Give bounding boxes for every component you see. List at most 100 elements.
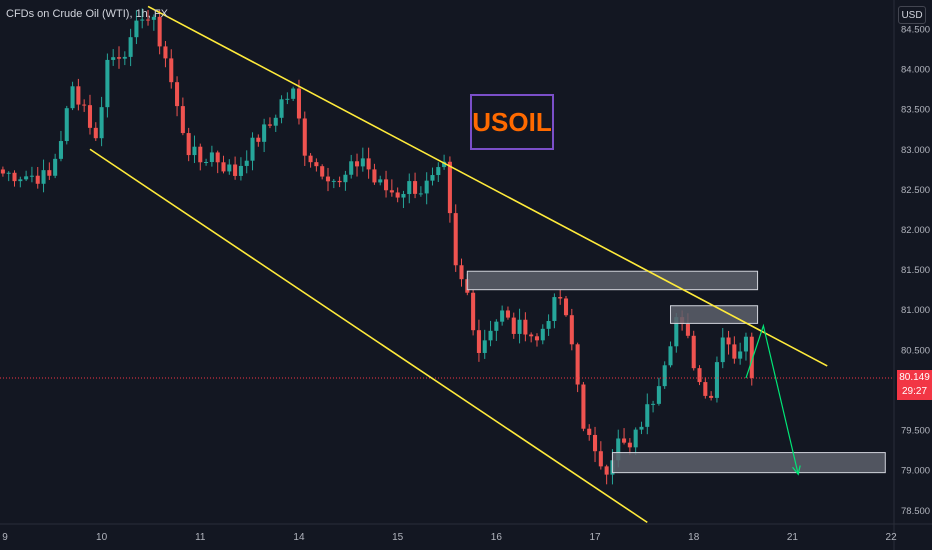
y-tick-label: 80.500 [901,345,930,356]
candle [732,336,737,364]
x-tick-label: 10 [96,532,108,543]
candle [418,186,423,197]
candle [668,341,673,368]
candle [116,46,122,69]
y-tick-label: 83.000 [901,145,930,156]
forecast-arrowhead [792,465,801,476]
candle [29,166,34,183]
candle [70,81,75,111]
candle [35,167,40,189]
forecast-path [745,323,799,475]
candle [12,170,17,187]
candle [656,377,661,406]
bar-countdown: 29:27 [901,386,928,397]
candle [424,172,429,205]
candle [320,164,325,180]
channel-upper-line [147,5,828,367]
candle [331,179,336,189]
candle [488,320,493,347]
candle [198,143,203,171]
candle [384,170,389,198]
x-tick-label: 16 [491,532,503,543]
candle [233,156,238,180]
y-tick-label: 84.500 [901,24,930,35]
candle [58,130,63,162]
candle [517,308,522,344]
candle [273,114,278,132]
y-tick-label: 82.000 [901,225,930,236]
candle [47,162,52,180]
supply-demand-zones [466,270,886,474]
candle [523,312,528,342]
candle [105,53,110,118]
candle [622,428,627,445]
candle [726,330,731,355]
candle [598,441,603,470]
candle [325,167,331,192]
candle [563,295,569,317]
zone-rect [466,270,759,291]
candle [407,173,412,204]
candle [41,159,46,193]
candle [651,400,656,413]
candle [372,163,377,185]
candle [308,153,313,168]
candle [627,438,632,455]
candle [296,79,301,125]
x-tick-label: 18 [688,532,700,543]
candle [186,127,191,162]
x-tick-label: 11 [195,532,206,543]
chart-title: CFDs on Crude Oil (WTI), 1h, FX [6,8,168,20]
candle [151,14,156,31]
candle [482,329,487,359]
candle [140,8,145,29]
candle [82,99,87,112]
currency-button[interactable]: USD [898,6,926,24]
candle [662,361,667,389]
candle [354,153,360,177]
candle [302,111,307,166]
x-tick-label: 17 [589,532,601,543]
candle [413,172,418,199]
candle [558,289,563,305]
candle [743,332,748,361]
symbol-label: USOIL [470,94,554,150]
candle [505,306,510,320]
descending-channel [89,5,828,524]
forecast-arrow [745,323,801,476]
candle [366,147,371,179]
candle [99,96,104,147]
candle [24,170,29,182]
candle [279,95,284,124]
zone-rect [611,452,886,474]
x-tick-label: 14 [293,532,305,543]
candle [221,155,226,174]
candle [360,147,365,172]
y-tick-label: 83.500 [901,105,930,116]
x-axis-ticks: 9 10 11 14 15 16 17 18 21 22 [2,532,897,543]
candle [93,122,98,141]
candle [697,365,702,386]
candle [529,332,534,343]
x-tick-label: 22 [886,532,898,543]
candle [64,105,69,145]
channel-lower-line [89,148,648,524]
candle [53,153,58,179]
candle [430,167,435,186]
y-tick-label: 81.000 [901,305,930,316]
candle [209,145,214,167]
candle [720,328,725,369]
candle [227,159,232,175]
candle [476,319,481,362]
x-tick-label: 15 [392,532,404,543]
candle [122,51,127,66]
candle [389,179,394,197]
candle [453,204,458,272]
candle [285,92,290,105]
candle [633,427,638,456]
candle [18,176,23,188]
candle [500,305,505,326]
candle [569,308,574,351]
candle [401,190,406,209]
